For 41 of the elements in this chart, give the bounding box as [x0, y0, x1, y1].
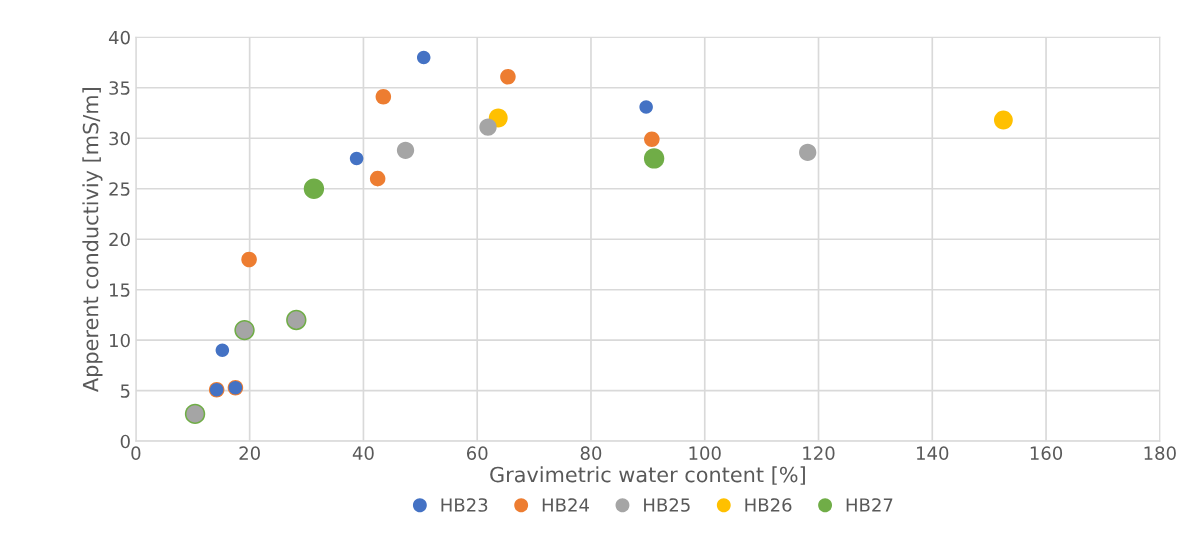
x-tick-label: 160 — [1030, 446, 1063, 461]
legend-label: HB24 — [542, 498, 589, 512]
y-tick-label: 35 — [109, 81, 130, 95]
point — [643, 148, 665, 169]
y-tick-label: 5 — [120, 384, 130, 398]
y-tick-label: 25 — [109, 182, 130, 196]
point — [349, 151, 364, 166]
point — [639, 100, 653, 114]
point — [369, 170, 386, 187]
point — [375, 89, 392, 105]
legend-label: HB23 — [441, 498, 488, 512]
legend-label: HB26 — [745, 498, 792, 512]
point — [215, 343, 230, 358]
x-tick-label: 60 — [466, 446, 488, 461]
y-tick-label: 15 — [110, 283, 130, 297]
legend-label: HB25 — [644, 498, 690, 512]
point — [303, 178, 325, 199]
point — [241, 251, 257, 268]
legend-label: HB27 — [846, 498, 893, 512]
x-tick-label: 100 — [689, 446, 721, 461]
x-tick-label: 20 — [239, 446, 260, 461]
x-tick-label: 0 — [131, 446, 141, 461]
y-tick-label: 0 — [120, 434, 130, 449]
point — [479, 118, 497, 136]
y-tick-label: 20 — [109, 232, 130, 247]
point — [644, 131, 660, 148]
y-tick-label: 10 — [110, 333, 130, 348]
point — [500, 68, 516, 85]
x-axis-title: Gravimetric water content [%] — [490, 466, 805, 485]
x-tick-label: 40 — [352, 446, 374, 461]
x-tick-label: 140 — [917, 446, 949, 461]
y-tick-label: 40 — [108, 30, 130, 45]
y-axis-title: Apperent conductiviy [mS/m] — [82, 88, 103, 392]
x-tick-label: 120 — [803, 446, 835, 461]
point — [416, 50, 431, 65]
point — [799, 143, 817, 162]
point — [396, 141, 415, 159]
y-tick-label: 30 — [109, 131, 130, 146]
x-tick-label: 180 — [1144, 446, 1176, 461]
point — [993, 110, 1013, 130]
x-tick-label: 80 — [580, 446, 602, 461]
